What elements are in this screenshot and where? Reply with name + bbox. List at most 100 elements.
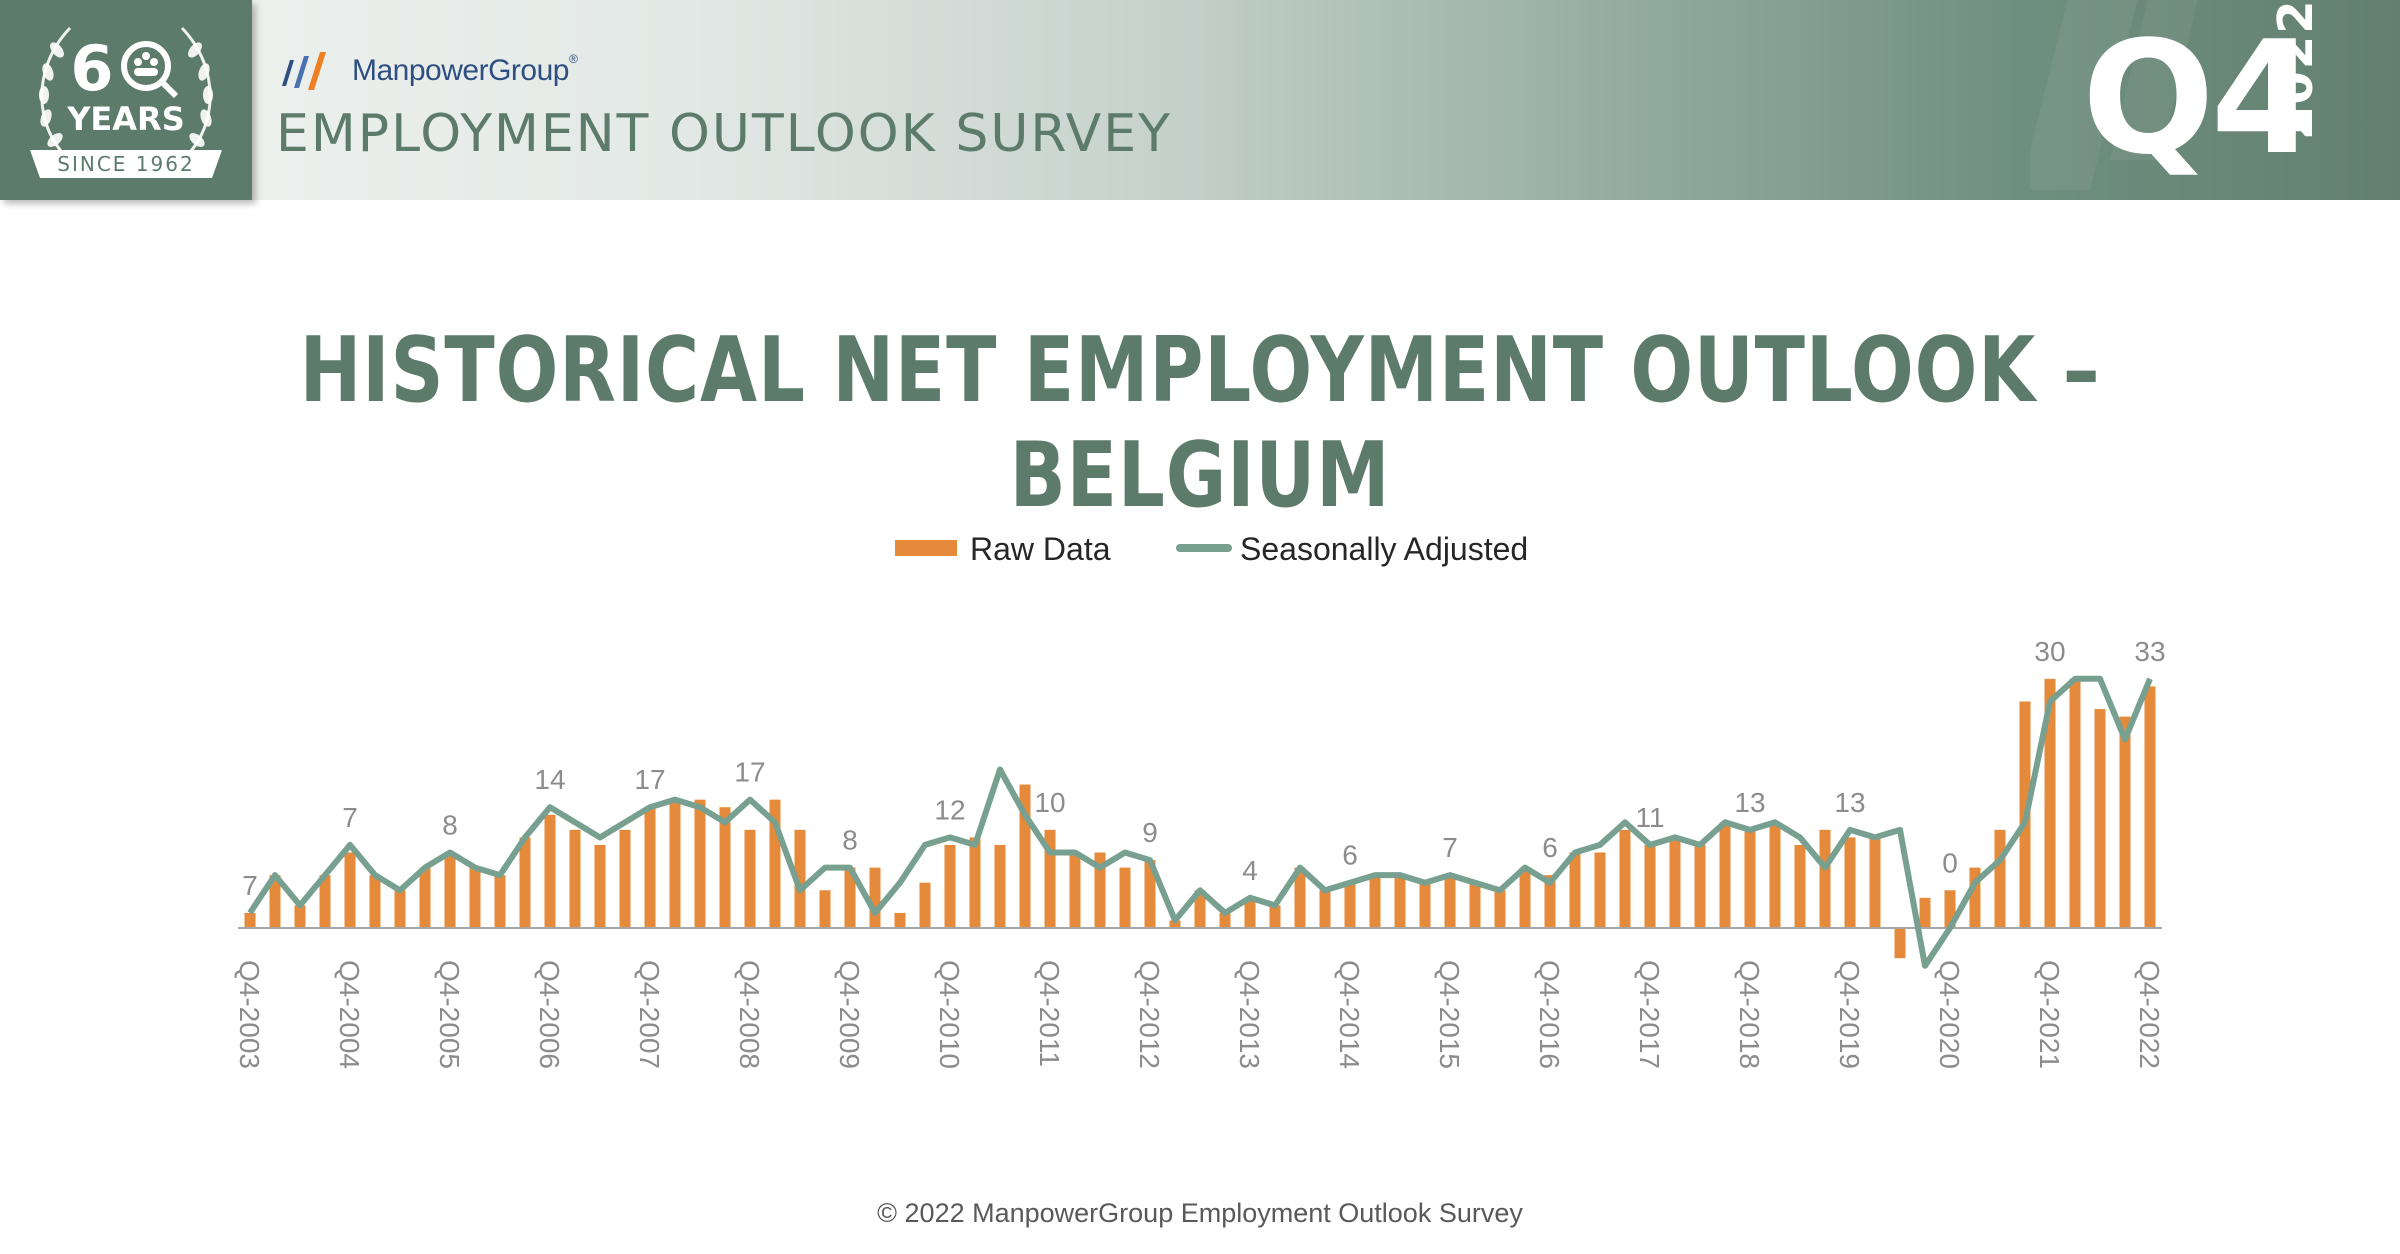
x-tick-label: Q4-2020 xyxy=(1934,960,1965,1069)
raw-bar-Q3-2018 xyxy=(1719,822,1731,928)
year-label: 2022 xyxy=(2268,0,2324,140)
data-label: 17 xyxy=(634,764,665,795)
raw-bar-Q1-2009 xyxy=(769,799,781,928)
x-tick-label: Q4-2022 xyxy=(2134,960,2165,1069)
raw-bar-Q2-2005 xyxy=(394,890,406,928)
data-label: 30 xyxy=(2034,636,2065,667)
footer-copyright: © 2022 ManpowerGroup Employment Outlook … xyxy=(877,1198,1523,1228)
raw-bar-Q2-2004 xyxy=(294,905,306,928)
raw-bar-Q2-2012 xyxy=(1094,852,1106,928)
raw-bar-Q1-2011 xyxy=(969,837,981,928)
raw-bar-Q4-2005 xyxy=(444,852,456,928)
net-employment-chart: Raw Data Seasonally Adjusted 7 7 8 14 17 17 8 1… xyxy=(234,531,2166,1069)
raw-bar-Q1-2018 xyxy=(1669,837,1681,928)
data-label: 7 xyxy=(342,802,358,833)
data-label: 14 xyxy=(534,764,565,795)
raw-bar-Q1-2015 xyxy=(1369,875,1381,928)
raw-bar-Q3-2014 xyxy=(1319,890,1331,928)
brand-name: ManpowerGroup xyxy=(352,54,569,87)
raw-bar-Q3-2022 xyxy=(2119,716,2131,928)
raw-bar-Q4-2011 xyxy=(1044,829,1056,928)
data-label: 0 xyxy=(1942,847,1958,878)
x-tick-label: Q4-2015 xyxy=(1434,960,1465,1069)
raw-bar-Q1-2019 xyxy=(1769,822,1781,928)
raw-bar-Q2-2016 xyxy=(1494,890,1506,928)
raw-bar-Q2-2008 xyxy=(694,799,706,928)
raw-bar-Q1-2021 xyxy=(1969,867,1981,928)
raw-bar-Q1-2008 xyxy=(669,799,681,928)
raw-bar-Q4-2012 xyxy=(1144,860,1156,928)
raw-bar-Q2-2009 xyxy=(794,829,806,928)
badge-ribbon xyxy=(30,150,222,178)
raw-bar-Q3-2010 xyxy=(919,882,931,928)
x-tick-label: Q4-2011 xyxy=(1034,960,1065,1067)
raw-bar-Q1-2004 xyxy=(269,875,281,928)
raw-bar-Q4-2004 xyxy=(344,852,356,928)
raw-bar-Q1-2006 xyxy=(469,867,481,928)
data-label: 11 xyxy=(1635,802,1664,833)
raw-bar-Q1-2016 xyxy=(1469,882,1481,928)
raw-bar-Q1-2005 xyxy=(369,875,381,928)
x-tick-label: Q4-2007 xyxy=(634,960,665,1069)
raw-bar-Q3-2017 xyxy=(1619,829,1631,928)
raw-bar-Q1-2022 xyxy=(2069,678,2081,928)
raw-bar-Q1-2007 xyxy=(569,829,581,928)
x-tick-label: Q4-2006 xyxy=(534,960,565,1069)
laurel-wreath-icon: 6 YEARS SINCE 1962 xyxy=(30,26,222,178)
data-label: 33 xyxy=(2134,636,2165,667)
badge-number: 6 xyxy=(70,32,113,105)
raw-bar-Q2-2021 xyxy=(1994,829,2006,928)
registered-mark: ® xyxy=(568,52,578,66)
x-tick-label: Q4-2021 xyxy=(2034,960,2065,1069)
brand-logo[interactable]: ManpowerGroup ® xyxy=(278,46,578,96)
raw-bar-Q2-2011 xyxy=(994,844,1006,928)
raw-bar-Q2-2018 xyxy=(1694,844,1706,928)
data-label: 7 xyxy=(1442,832,1458,863)
raw-bar-Q4-2021 xyxy=(2044,678,2056,928)
survey-title: EMPLOYMENT OUTLOOK SURVEY xyxy=(276,104,1172,164)
legend-adjusted-label: Seasonally Adjusted xyxy=(1240,531,1528,567)
raw-bar-Q4-2016 xyxy=(1544,875,1556,928)
x-tick-label: Q4-2003 xyxy=(234,960,265,1069)
x-tick-label: Q4-2008 xyxy=(734,960,765,1069)
raw-bar-Q3-2009 xyxy=(819,890,831,928)
raw-bar-Q2-2017 xyxy=(1594,852,1606,928)
raw-bar-Q3-2005 xyxy=(419,867,431,928)
raw-bar-Q2-2007 xyxy=(594,844,606,928)
decorative-stripes xyxy=(2030,0,2198,190)
raw-bar-Q3-2013 xyxy=(1219,912,1231,928)
x-tick-label: Q4-2017 xyxy=(1634,960,1665,1069)
raw-bar-Q1-2017 xyxy=(1569,852,1581,928)
page-title: HISTORICAL NET EMPLOYMENT OUTLOOK – BELG… xyxy=(299,318,2101,528)
raw-bar-Q3-2006 xyxy=(519,837,531,928)
header-banner: 6 YEARS SINCE 1962 ManpowerGroup ® EMPLO… xyxy=(0,0,2400,200)
raw-bar-Q3-2015 xyxy=(1419,882,1431,928)
raw-bar-Q4-2010 xyxy=(944,844,956,928)
raw-bar-Q3-2012 xyxy=(1119,867,1131,928)
raw-bar-Q2-2022 xyxy=(2094,709,2106,928)
data-label: 8 xyxy=(442,810,458,841)
raw-bar-Q2-2006 xyxy=(494,875,506,928)
raw-bar-Q4-2018 xyxy=(1744,829,1756,928)
raw-bar-Q3-2004 xyxy=(319,875,331,928)
raw-bar-Q4-2015 xyxy=(1444,875,1456,928)
raw-bar-Q4-2020 xyxy=(1944,890,1956,928)
data-label: 9 xyxy=(1142,817,1158,848)
x-tick-label: Q4-2012 xyxy=(1134,960,1165,1069)
x-tick-label: Q4-2016 xyxy=(1534,960,1565,1069)
raw-bar-Q2-2020 xyxy=(1894,928,1906,959)
data-label: 17 xyxy=(734,757,765,788)
x-tick-label: Q4-2009 xyxy=(834,960,865,1069)
raw-bar-Q3-2008 xyxy=(719,807,731,928)
raw-bar-Q4-2014 xyxy=(1344,882,1356,928)
raw-bar-Q4-2006 xyxy=(544,814,556,928)
data-label: 12 xyxy=(934,794,965,825)
raw-bar-Q4-2003 xyxy=(244,912,256,928)
raw-bar-Q3-2016 xyxy=(1519,867,1531,928)
legend-raw-swatch xyxy=(895,540,957,556)
x-tick-label: Q4-2005 xyxy=(434,960,465,1069)
data-label: 10 xyxy=(1034,787,1065,818)
raw-bar-Q1-2010 xyxy=(869,867,881,928)
raw-bar-Q4-2009 xyxy=(844,867,856,928)
raw-bar-Q2-2014 xyxy=(1294,867,1306,928)
